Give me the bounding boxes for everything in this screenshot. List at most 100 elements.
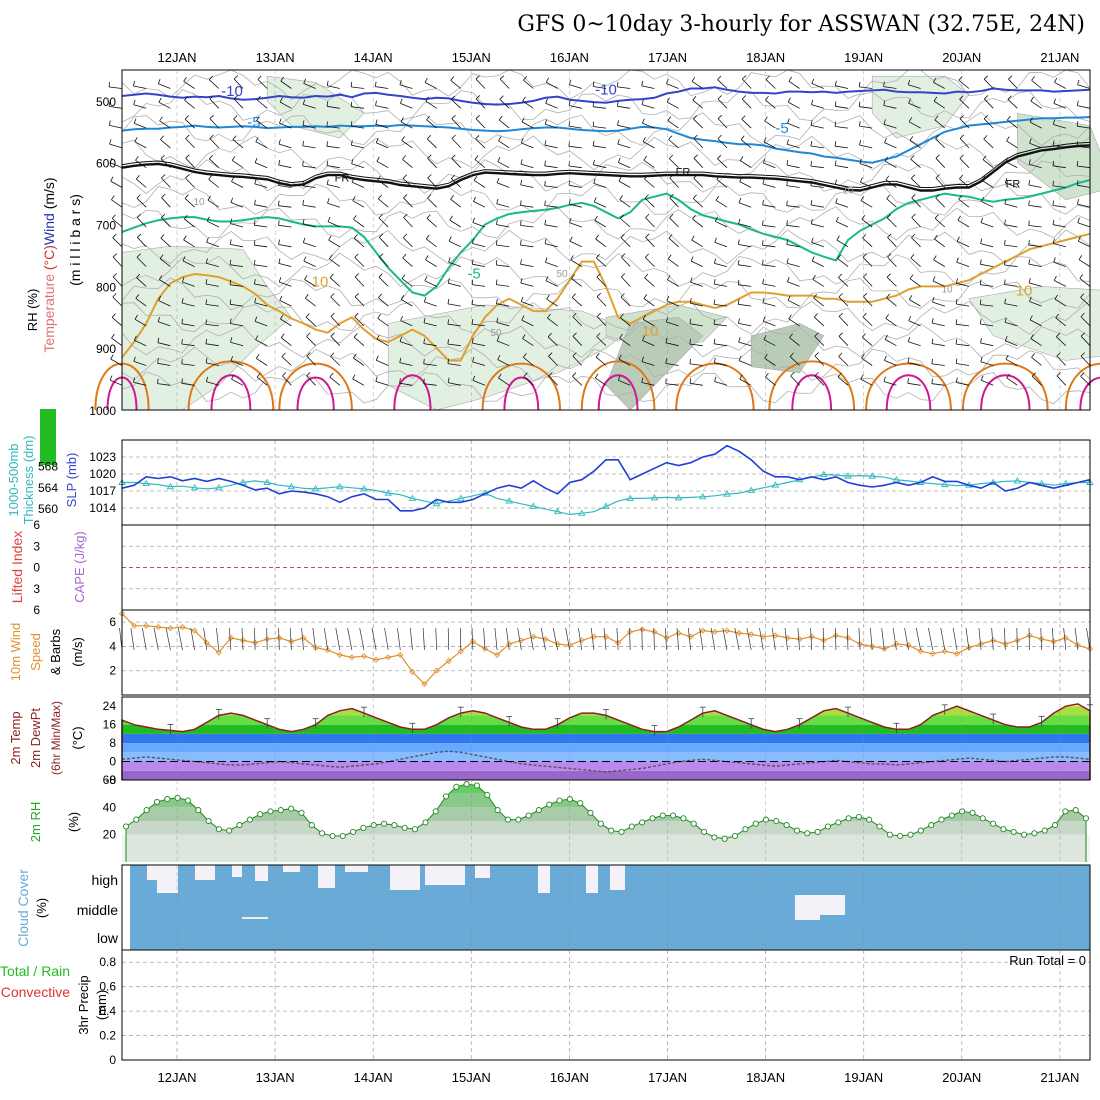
wind-barb <box>620 293 625 298</box>
wind-speed-marker <box>796 636 803 643</box>
wind-barb <box>907 336 911 342</box>
wind-barb <box>401 274 406 279</box>
panel-ylabel: (%) <box>34 898 49 918</box>
wind-barb <box>158 97 162 103</box>
wind-barb <box>578 627 583 651</box>
wind-barb <box>520 179 522 185</box>
wind-barb <box>933 255 937 261</box>
wind-barb <box>1004 224 1018 228</box>
rh-tick: 40 <box>103 800 117 814</box>
wind-speed-marker <box>711 628 718 635</box>
wind-barb <box>184 99 195 109</box>
wind-barb <box>786 139 789 145</box>
wind-barb <box>130 627 135 651</box>
wind-barb <box>645 233 650 238</box>
wind-speed-marker <box>179 623 186 631</box>
wind-barb <box>447 363 461 366</box>
wind-barb <box>255 339 268 347</box>
wind-barb <box>427 158 437 168</box>
wind-barb <box>209 114 214 119</box>
wind-barb <box>762 179 765 185</box>
wind-speed-marker <box>421 681 428 688</box>
thickness-marker <box>311 485 320 492</box>
panel-ylabel: 3hr Precip <box>76 975 91 1034</box>
wind-barb <box>208 178 220 188</box>
wind-barb <box>980 361 994 366</box>
wind-barb <box>133 104 147 109</box>
wind-barb <box>159 120 171 129</box>
wind-barb <box>523 376 534 386</box>
rh-marker <box>608 827 615 834</box>
rh-marker <box>504 816 511 823</box>
wind-barb <box>958 79 970 89</box>
cloud-gap <box>795 895 820 920</box>
wind-barb <box>330 332 335 337</box>
wind-barb <box>161 217 171 228</box>
rh-marker <box>525 812 532 819</box>
wind-barb <box>231 176 235 182</box>
ua-y-tick: 1000 <box>89 404 116 418</box>
wind-barb <box>668 234 673 239</box>
wind-barb <box>254 158 258 163</box>
wind-barb <box>374 81 377 87</box>
wind-barb <box>426 214 431 219</box>
wind-barb <box>980 243 994 248</box>
wind-barb <box>326 141 328 147</box>
wind-barb <box>157 358 159 364</box>
wind-barb <box>254 224 268 228</box>
wind-barb <box>281 352 286 357</box>
wind-barb <box>278 244 292 248</box>
wind-barb <box>1005 182 1018 188</box>
wind-speed-marker <box>675 630 682 637</box>
wind-barb <box>209 118 220 129</box>
wind-barb <box>231 181 244 188</box>
wind-speed-marker <box>445 657 452 665</box>
wind-barb <box>838 352 843 357</box>
wind-barb <box>448 261 461 267</box>
wind-barb <box>111 214 116 219</box>
wind-barb <box>1053 275 1057 281</box>
rh-marker <box>391 822 398 829</box>
wind-barb <box>835 216 839 222</box>
wind-barb <box>330 356 341 366</box>
temp-band <box>122 733 1090 744</box>
wind-barb <box>669 214 674 219</box>
wind-barb <box>933 77 937 83</box>
wind-barb <box>784 627 788 651</box>
rh-label: RH (%) <box>25 289 40 332</box>
wind-barb <box>111 337 123 347</box>
wind-barb <box>911 213 916 218</box>
wind-barb <box>886 273 891 278</box>
temperature-contour-warm <box>885 374 932 411</box>
wind-barb <box>521 315 525 321</box>
wind-barb <box>909 140 921 149</box>
wind-barb <box>328 239 341 248</box>
wind-barb <box>667 120 679 129</box>
wind-barb <box>302 120 305 126</box>
rh-marker <box>731 832 739 840</box>
wind-barb <box>617 139 620 145</box>
wind-barb <box>136 273 141 278</box>
wind-barb <box>835 145 849 149</box>
wind-barb <box>1052 180 1054 186</box>
temp-band <box>122 752 1090 762</box>
wind-barb <box>738 284 752 287</box>
cloud-level-label: low <box>97 930 119 946</box>
wind-barb <box>1053 243 1066 248</box>
wind-barb <box>158 300 171 307</box>
thickness-marker <box>578 509 586 516</box>
wind-barb <box>934 238 946 248</box>
wind-barb <box>596 273 601 278</box>
wind-barb <box>351 125 365 129</box>
wind-barb <box>860 200 873 208</box>
wind-barb <box>836 235 840 241</box>
wind-barb <box>353 237 365 248</box>
wind-barb <box>956 282 970 287</box>
wind-barb <box>617 143 631 149</box>
wind-barb <box>326 126 340 129</box>
wind-barb <box>621 273 626 278</box>
wind-speed-marker <box>530 633 537 640</box>
thickness-marker <box>626 494 634 501</box>
panel-ylabel-line: Speed <box>28 633 43 671</box>
wind-barb <box>111 218 123 228</box>
